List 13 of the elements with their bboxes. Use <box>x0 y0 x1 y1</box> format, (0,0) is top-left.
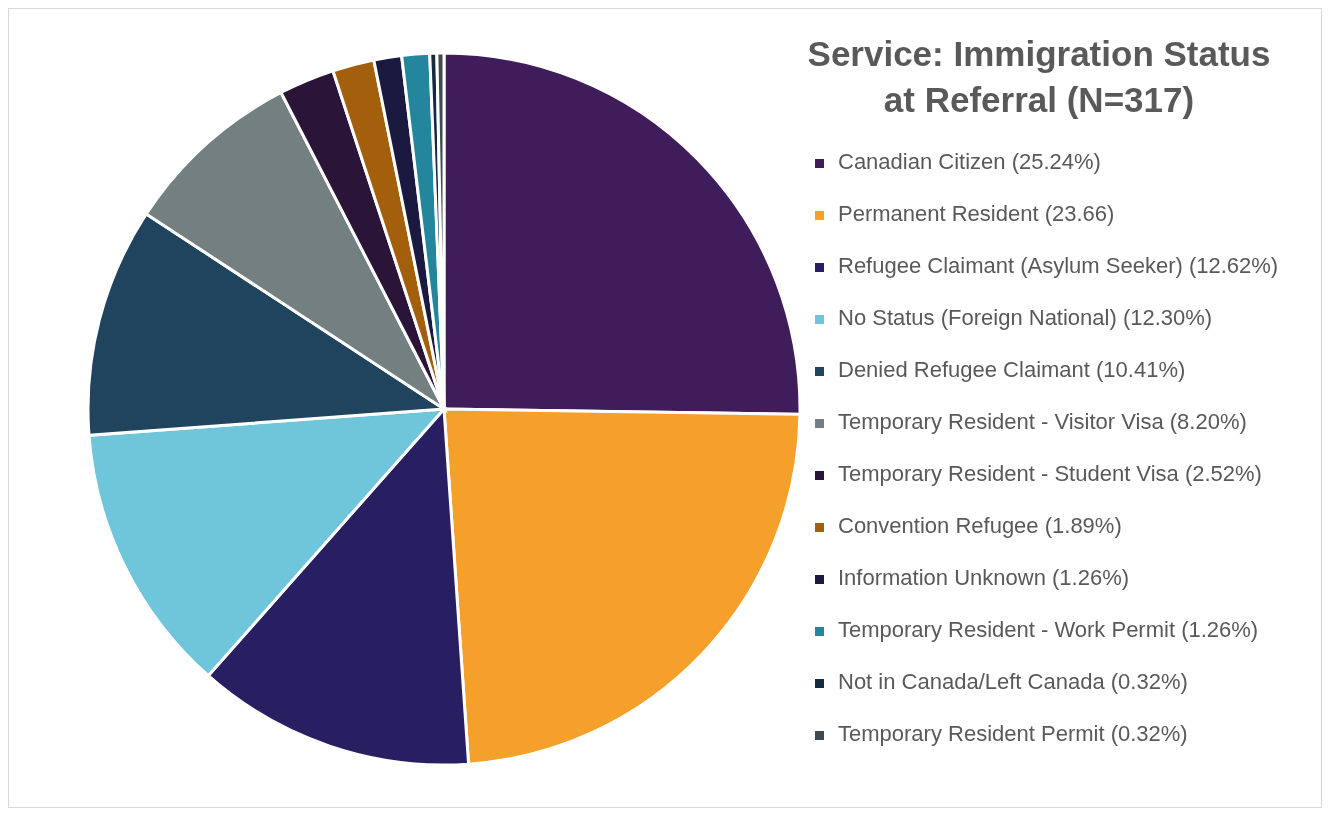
chart-title: Service: Immigration Status at Referral (N=317) <box>806 33 1272 121</box>
legend-label: Temporary Resident - Student Visa (2.52%) <box>838 461 1263 487</box>
legend-label: Temporary Resident - Work Permit (1.26%) <box>838 617 1260 643</box>
legend-label: Information Unknown (1.26%) <box>838 565 1131 591</box>
legend-label: Convention Refugee (1.89%) <box>838 513 1123 539</box>
legend-label: Temporary Resident Permit (0.32%) <box>838 721 1189 747</box>
legend-label: No Status (Foreign National) (12.30%) <box>838 305 1214 331</box>
legend-label: Canadian Citizen (25.24%) <box>838 149 1102 175</box>
legend-label: Refugee Claimant (Asylum Seeker) (12.62%) <box>838 253 1280 279</box>
legend-label: Denied Refugee Claimant (10.41%) <box>838 357 1187 383</box>
legend-label: Not in Canada/Left Canada (0.32%) <box>838 669 1189 695</box>
legend-label: Permanent Resident (23.66) <box>838 201 1116 227</box>
legend-label: Temporary Resident - Visitor Visa (8.20%) <box>838 409 1248 435</box>
